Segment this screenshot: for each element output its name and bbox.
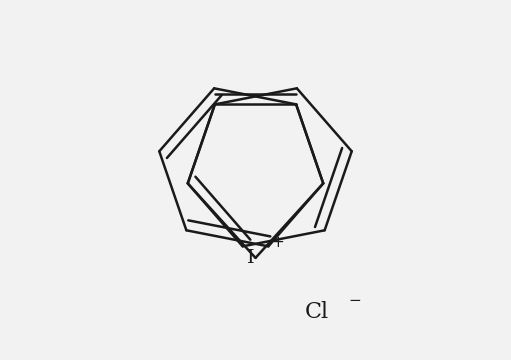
Text: −: − (349, 293, 361, 308)
Text: I: I (247, 249, 255, 267)
Text: +: + (272, 235, 285, 249)
Text: Cl: Cl (305, 301, 329, 323)
